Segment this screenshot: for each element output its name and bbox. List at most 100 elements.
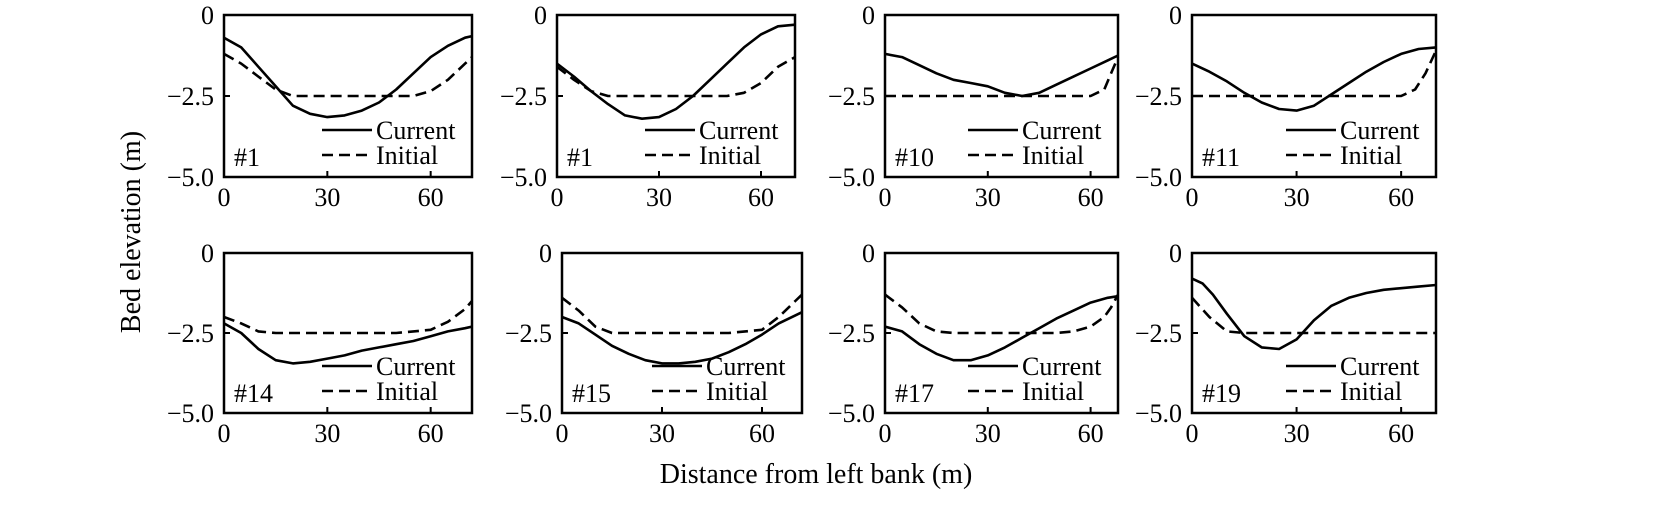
legend-label-current: Current — [1022, 116, 1102, 145]
legend-label-initial: Initial — [706, 377, 768, 406]
x-tick-label: 0 — [1186, 183, 1199, 212]
legend-label-current: Current — [1022, 352, 1102, 381]
x-tick-label: 0 — [551, 183, 564, 212]
x-tick-label: 0 — [1186, 419, 1199, 448]
y-tick-label: 0 — [534, 1, 547, 30]
legend-label-initial: Initial — [376, 377, 438, 406]
panel-label: #11 — [1202, 143, 1240, 172]
legend-label-initial: Initial — [1022, 141, 1084, 170]
panel-label: #1 — [234, 143, 260, 172]
legend-label-current: Current — [706, 352, 786, 381]
x-tick-label: 60 — [748, 183, 774, 212]
y-tick-label: 0 — [201, 1, 214, 30]
panel-label: #10 — [895, 143, 934, 172]
legend-label-current: Current — [376, 116, 456, 145]
y-tick-label: 0 — [539, 239, 552, 268]
panel-label: #1 — [567, 143, 593, 172]
legend-label-initial: Initial — [1340, 377, 1402, 406]
y-tick-label: 0 — [1169, 1, 1182, 30]
series-line-current — [1191, 277, 1437, 351]
series-line-current — [561, 311, 803, 365]
series-line-current — [556, 23, 796, 120]
series-line-initial — [1191, 296, 1436, 335]
series-line-initial — [885, 56, 1120, 98]
y-tick-label: 0 — [862, 1, 875, 30]
legend-label-current: Current — [1340, 352, 1420, 381]
x-tick-label: 30 — [1284, 419, 1310, 448]
legend-label-current: Current — [699, 116, 779, 145]
y-tick-label: 0 — [862, 239, 875, 268]
x-tick-label: 60 — [1078, 183, 1104, 212]
x-tick-label: 0 — [556, 419, 569, 448]
y-tick-label: −2.5 — [828, 319, 875, 348]
series-line-initial — [884, 293, 1120, 335]
x-tick-label: 60 — [749, 419, 775, 448]
y-tick-label: −2.5 — [167, 319, 214, 348]
chart-panels: 0−2.5−5.00 30 60CurrentInitial#10−2.5−5.00… — [167, 1, 1438, 448]
x-tick-label: 30 — [314, 419, 340, 448]
series-line-initial — [223, 52, 473, 98]
y-axis-title: Bed elevation (m) — [116, 131, 147, 333]
y-tick-label: −5.0 — [167, 399, 214, 428]
x-tick-label: 0 — [879, 419, 892, 448]
x-tick-label: 0 — [218, 183, 231, 212]
panel-label: #19 — [1202, 379, 1241, 408]
series-line-initial — [556, 55, 796, 98]
legend-label-initial: Initial — [1022, 377, 1084, 406]
y-tick-label: 0 — [201, 239, 214, 268]
y-tick-label: −5.0 — [500, 163, 547, 192]
y-tick-label: −5.0 — [828, 163, 875, 192]
x-tick-label: 60 — [418, 183, 444, 212]
series-line-current — [884, 52, 1119, 98]
y-tick-label: −2.5 — [167, 82, 214, 111]
x-axis-title: Distance from left bank (m) — [660, 459, 973, 490]
y-tick-label: −2.5 — [1135, 82, 1182, 111]
y-tick-label: −2.5 — [828, 82, 875, 111]
x-tick-label: 30 — [975, 183, 1001, 212]
legend-label-initial: Initial — [1340, 141, 1402, 170]
series-line-current — [884, 294, 1119, 362]
x-tick-label: 30 — [649, 419, 675, 448]
series-line-initial — [561, 293, 803, 335]
x-tick-label: 30 — [1284, 183, 1310, 212]
x-tick-label: 60 — [1388, 183, 1414, 212]
y-tick-label: −5.0 — [167, 163, 214, 192]
series-line-initial — [1192, 50, 1438, 98]
series-line-initial — [223, 300, 473, 335]
x-tick-label: 60 — [418, 419, 444, 448]
x-tick-label: 60 — [1388, 419, 1414, 448]
y-tick-label: −2.5 — [500, 82, 547, 111]
panel-label: #17 — [895, 379, 934, 408]
legend-label-current: Current — [376, 352, 456, 381]
y-tick-label: −2.5 — [505, 319, 552, 348]
series-line-current — [1191, 46, 1437, 112]
legend-label-initial: Initial — [699, 141, 761, 170]
y-tick-label: −5.0 — [1135, 399, 1182, 428]
y-tick-label: −5.0 — [505, 399, 552, 428]
series-line-current — [223, 322, 473, 365]
x-tick-label: 30 — [646, 183, 672, 212]
y-tick-label: −5.0 — [1135, 163, 1182, 192]
legend-label-current: Current — [1340, 116, 1420, 145]
x-tick-label: 60 — [1078, 419, 1104, 448]
x-tick-label: 30 — [975, 419, 1001, 448]
y-tick-label: −5.0 — [828, 399, 875, 428]
series-line-current — [223, 34, 473, 119]
x-tick-label: 0 — [879, 183, 892, 212]
legend-label-initial: Initial — [376, 141, 438, 170]
x-tick-label: 30 — [314, 183, 340, 212]
panel-label: #14 — [234, 379, 273, 408]
x-tick-label: 0 — [218, 419, 231, 448]
y-tick-label: 0 — [1169, 239, 1182, 268]
y-tick-label: −2.5 — [1135, 319, 1182, 348]
panel-label: #15 — [572, 379, 611, 408]
